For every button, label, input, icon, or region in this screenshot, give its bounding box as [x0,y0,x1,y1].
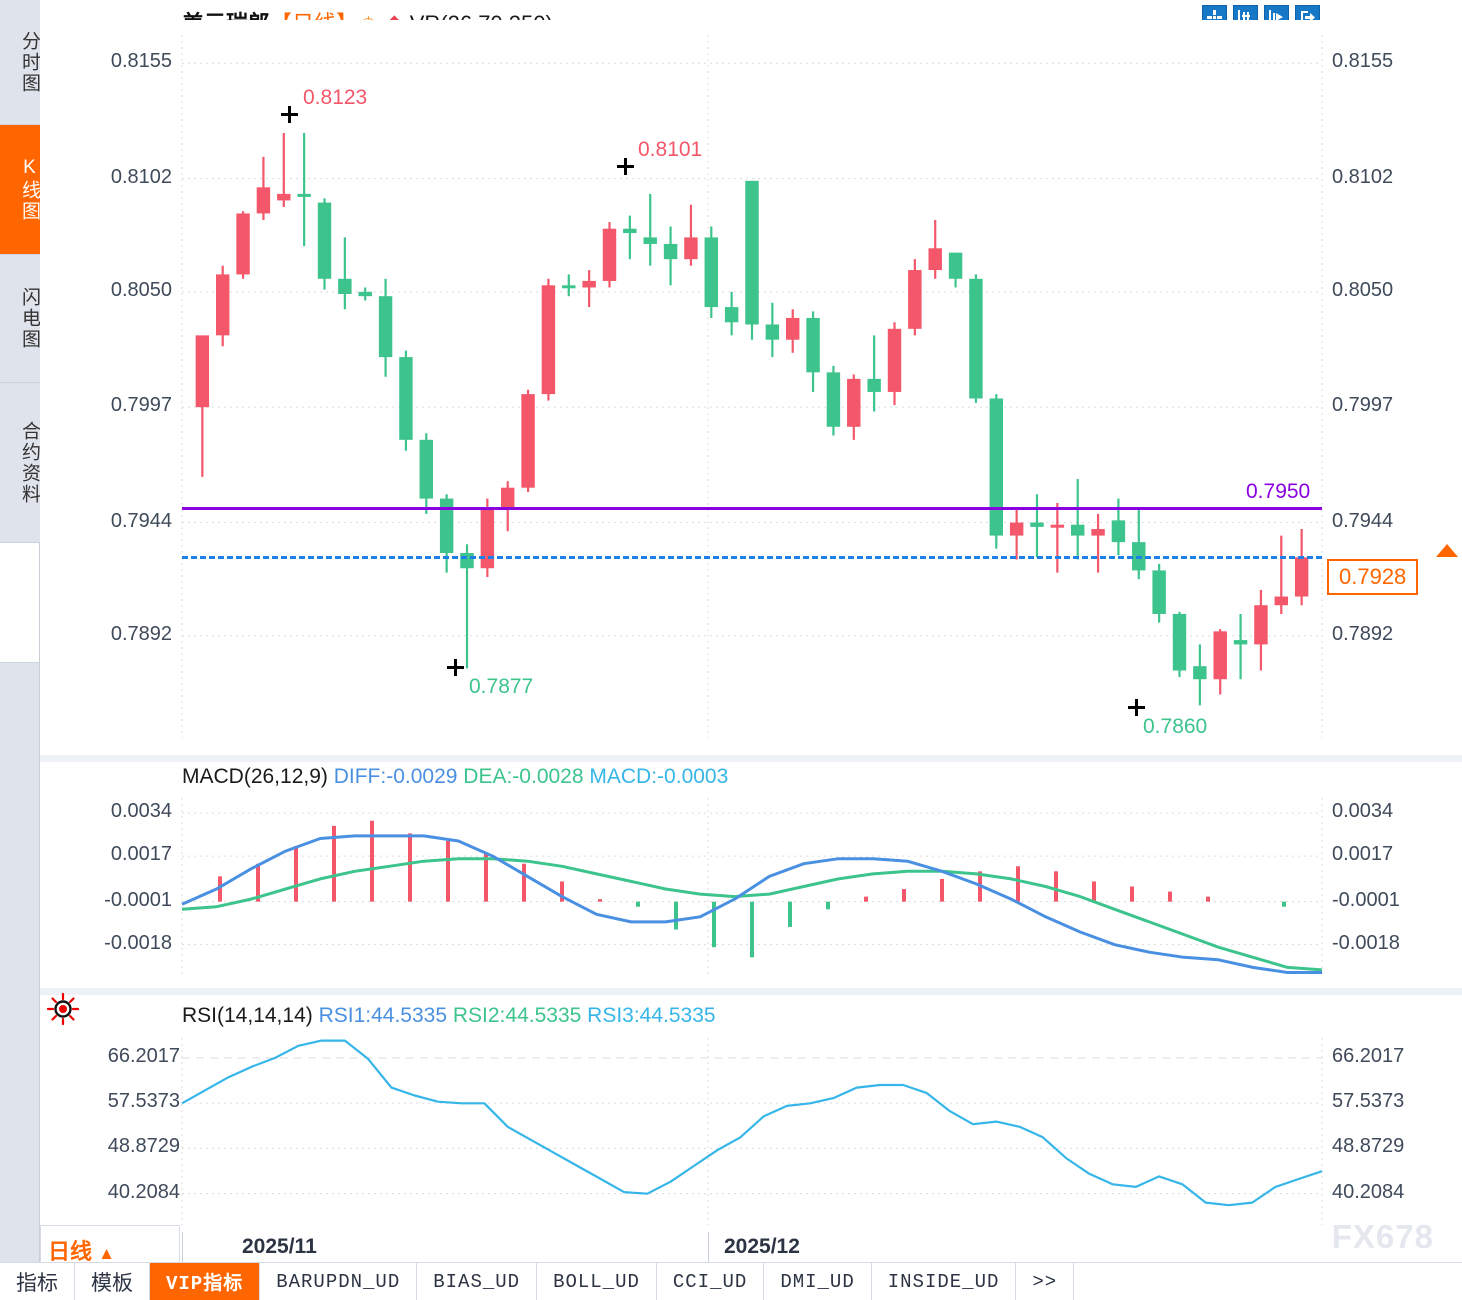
support-line[interactable] [182,507,1322,510]
rsi-chart-pane[interactable] [40,1028,1462,1228]
bottom-tab-cci-ud[interactable]: CCI_UD [657,1263,765,1300]
bottom-tab-label: CCI_UD [672,1270,748,1293]
price-chart-pane[interactable] [40,20,1462,755]
sun-burst-icon[interactable] [46,992,80,1026]
rsi-legend: RSI(14,14,14) RSI1:44.5335 RSI2:44.5335 … [182,1004,716,1028]
bottom-tab-label: 模板 [91,1271,133,1295]
axis-tick-label: 57.5373 [107,1090,180,1113]
bottom-tab-label: BIAS_UD [433,1270,521,1293]
axis-tick-label: 0.0017 [1332,843,1394,866]
axis-tick-label: 0.7892 [1332,622,1394,645]
period-button-container[interactable] [40,1225,180,1262]
axis-tick-label: 0.7944 [110,509,172,532]
axis-tick-label: 0.8155 [1332,50,1394,73]
period-toggle-label: 日线 [48,1239,93,1264]
axis-tick-label: 57.5373 [1332,1090,1405,1113]
macd-title: MACD(26,12,9) [182,765,328,788]
axis-tick-label: 40.2084 [107,1180,180,1203]
axis-tick-label: 40.2084 [1332,1180,1405,1203]
pane-separator-1 [40,755,1462,762]
rsi3-value: RSI3:44.5335 [587,1004,716,1027]
low-price-marker: 0.7877 [469,675,534,698]
axis-tick-label: 0.8102 [110,165,172,188]
pane-separator-2 [40,988,1462,995]
sidebar-item-label: 合约资料 [19,420,40,505]
bottom-tab-label: BOLL_UD [553,1270,640,1293]
bottom-toolbar-spacer [1074,1263,1462,1300]
axis-tick-label: 0.7944 [1332,509,1394,532]
sidebar-item-label: 闪电图 [19,287,40,350]
axis-tick-label: 48.8729 [107,1135,180,1158]
sidebar-item-kline[interactable]: K线图 [0,125,40,255]
axis-tick-label: -0.0001 [1332,888,1400,911]
sidebar-item-label: 分时图 [19,30,40,94]
rsi-title: RSI(14,14,14) [182,1004,313,1027]
date-tick [182,1232,183,1262]
macd-macd-value: MACD:-0.0003 [589,765,729,788]
sidebar-item-contract-info[interactable]: 合约资料 [0,383,40,543]
axis-tick-label: -0.0018 [1332,931,1400,954]
axis-tick-label: 48.8729 [1332,1135,1405,1158]
bottom-toolbar: 指标 模板 VIP指标 BARUPDN_UD BIAS_UD BOLL_UD CCI_UD D… [0,1262,1462,1300]
date-tick [708,1232,709,1262]
macd-legend: MACD(26,12,9) DIFF:-0.0029 DEA:-0.0028 M… [182,765,728,789]
sidebar-item-label: K线图 [19,157,40,222]
period-toggle-button[interactable]: 日线 ▲ [48,1234,115,1266]
bottom-tab-label: 指标 [16,1271,58,1295]
high-price-marker-2: 0.8101 [638,138,703,161]
bottom-tab-bias-ud[interactable]: BIAS_UD [417,1263,538,1300]
axis-tick-label: 0.7892 [110,622,172,645]
rsi2-value: RSI2:44.5335 [452,1004,582,1027]
bottom-tab-label: INSIDE_UD [887,1270,1000,1293]
axis-tick-label: 0.0034 [110,800,172,823]
current-price-tag: 0.7928 [1327,559,1419,595]
high-price-marker: 0.8123 [303,86,368,109]
axis-tick-label: 66.2017 [1332,1044,1405,1067]
price-tag-arrow-icon [1436,544,1458,557]
bottom-tab-dmi-ud[interactable]: DMI_UD [764,1263,872,1300]
date-label: 2025/12 [724,1235,800,1258]
axis-tick-label: 0.7997 [110,394,172,417]
period-toggle-arrow-icon: ▲ [98,1244,115,1263]
axis-tick-label: -0.0001 [104,888,172,911]
bottom-tab-barupdn-ud[interactable]: BARUPDN_UD [260,1263,418,1300]
macd-chart-pane[interactable] [40,790,1462,988]
bottom-tab-label: BARUPDN_UD [276,1270,401,1293]
sidebar-blank-area [0,543,39,663]
macd-dea-value: DEA:-0.0028 [463,765,584,788]
bottom-tab-label: DMI_UD [780,1270,855,1293]
bottom-tab-more[interactable]: >> [1016,1263,1075,1300]
left-sidebar: 分时图 K线图 闪电图 合约资料 [0,0,40,1262]
axis-tick-label: 0.8102 [1332,165,1394,188]
rsi1-value: RSI1:44.5335 [318,1004,448,1027]
axis-tick-label: 0.8050 [1332,278,1394,301]
axis-tick-label: 0.8050 [110,278,172,301]
macd-diff-value: DIFF:-0.0029 [333,765,458,788]
bottom-tab-boll-ud[interactable]: BOLL_UD [537,1263,657,1300]
date-axis: 2025/11 2025/12 [40,1232,1462,1262]
axis-tick-label: 0.8155 [110,50,172,73]
bottom-tab-templates[interactable]: 模板 [75,1263,150,1300]
bottom-tab-inside-ud[interactable]: INSIDE_UD [872,1263,1017,1300]
axis-tick-label: 0.0017 [110,843,172,866]
date-label: 2025/11 [242,1235,317,1258]
axis-tick-label: 66.2017 [107,1044,180,1067]
axis-tick-label: 0.0034 [1332,800,1394,823]
bottom-tab-vip-indicators[interactable]: VIP指标 [150,1263,261,1300]
axis-tick-label: -0.0018 [104,931,172,954]
watermark: FX678 [1331,1218,1434,1255]
bottom-tab-label: >> [1032,1270,1058,1293]
low-price-marker-2: 0.7860 [1143,715,1208,738]
support-line-label: 0.7950 [1246,480,1311,503]
sidebar-item-lightning[interactable]: 闪电图 [0,255,40,383]
sidebar-item-timeline[interactable]: 分时图 [0,0,40,125]
bottom-tab-label: VIP指标 [166,1273,244,1295]
bottom-tab-indicators[interactable]: 指标 [0,1263,75,1300]
last-price-dashed-line [182,556,1322,559]
axis-tick-label: 0.7997 [1332,394,1394,417]
